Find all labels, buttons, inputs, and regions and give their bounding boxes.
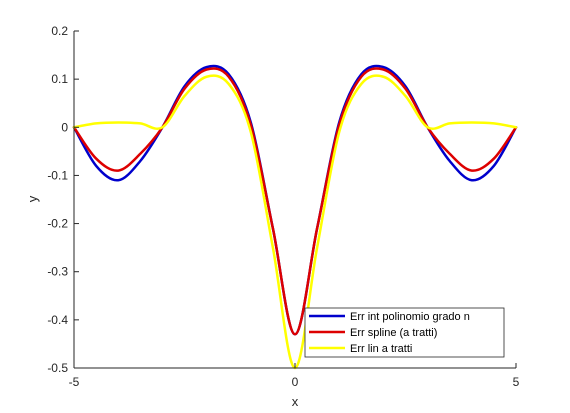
y-tick-label: -0.2 (47, 217, 68, 231)
legend: Err int polinomio grado n Err spline (a t… (304, 307, 505, 358)
x-tick-label: 0 (292, 375, 299, 389)
y-tick-label: 0 (61, 120, 68, 134)
legend-label-2: Err spline (a tratti) (350, 327, 437, 339)
y-tick-label: 0.1 (51, 72, 68, 86)
y-tick-label: 0.2 (51, 24, 68, 38)
y-tick-label: -0.1 (47, 168, 68, 182)
y-tick-label: -0.4 (47, 313, 68, 327)
series-line-2 (72, 67, 518, 336)
x-axis-label: x (292, 394, 299, 409)
ticks-layer: -5 0 5 -0.5 -0.4 -0.3 -0.2 -0.1 0 0.1 0.2 (47, 24, 519, 389)
x-tick-label: 5 (513, 375, 520, 389)
x-tick-label: -5 (69, 375, 80, 389)
y-axis-label: y (25, 195, 40, 202)
y-tick-label: -0.3 (47, 265, 68, 279)
legend-label-3: Err lin a tratti (350, 343, 412, 355)
y-tick-label: -0.5 (47, 361, 68, 375)
legend-label-1: Err int polinomio grado n (350, 311, 470, 323)
legend-items: Err int polinomio grado n Err spline (a t… (309, 311, 470, 355)
